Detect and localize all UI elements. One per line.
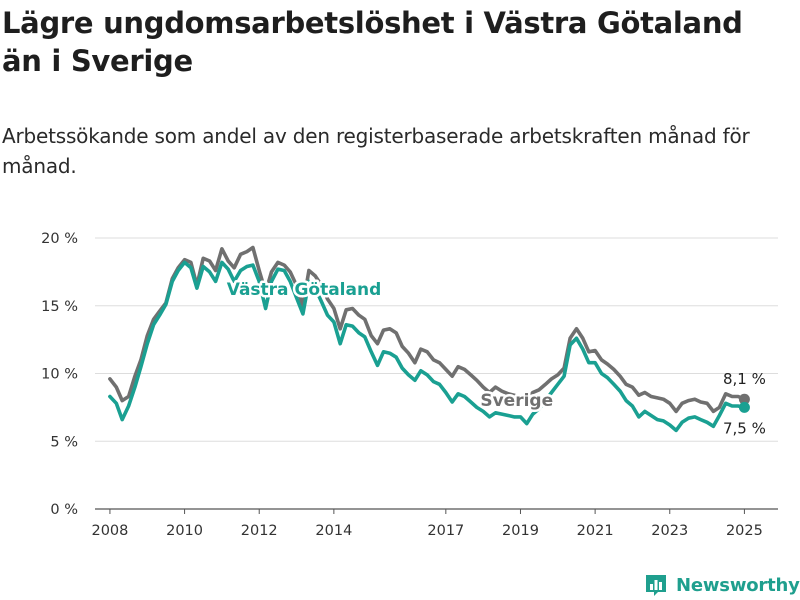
series-line-sverige <box>108 245 747 414</box>
end-value-label-sverige: 8,1 % <box>723 370 766 388</box>
end-marker-vastra-gotaland <box>738 401 750 413</box>
x-tick-label: 2012 <box>241 523 278 539</box>
x-tick-label: 2023 <box>651 523 688 539</box>
y-tick-label: 5 % <box>50 434 78 450</box>
chart-title: Lägre ungdomsarbetslöshet i Västra Götal… <box>2 6 743 78</box>
y-tick-label: 0 % <box>50 502 78 518</box>
y-tick-label: 15 % <box>41 299 78 315</box>
y-tick-label: 10 % <box>41 367 78 383</box>
series-label-vastra-gotaland: Västra Götaland <box>227 280 382 300</box>
gridlines <box>95 237 778 510</box>
axes: 0 % 5 % 10 % 15 % 20 % 2008 2010 2012 2014 2017 20… <box>41 231 763 539</box>
x-tick-label: 2008 <box>91 523 128 539</box>
series-label-sverige: Sverige <box>480 391 553 411</box>
newsworthy-logo-icon <box>646 575 666 596</box>
end-value-label-vastra-gotaland: 7,5 % <box>723 419 766 437</box>
x-tick-label: 2014 <box>315 523 352 539</box>
series-lines <box>108 245 750 433</box>
chart-labels: 8,1 % 7,5 % Västra Götaland Sverige <box>224 277 766 437</box>
series-line-vastra-gotaland <box>108 260 747 433</box>
chart-subtitle: Arbetssökande som andel av den registerb… <box>2 124 750 178</box>
x-tick-label: 2017 <box>427 523 464 539</box>
x-tick-label: 2021 <box>577 523 614 539</box>
x-tick-label: 2010 <box>166 523 203 539</box>
brand-name: Newsworthy <box>676 574 800 596</box>
x-tick-label: 2019 <box>502 523 539 539</box>
end-marker-sverige <box>738 393 750 405</box>
newsworthy-logo: Newsworthy <box>644 570 800 600</box>
y-tick-label: 20 % <box>41 231 78 247</box>
x-tick-label: 2025 <box>726 523 763 539</box>
